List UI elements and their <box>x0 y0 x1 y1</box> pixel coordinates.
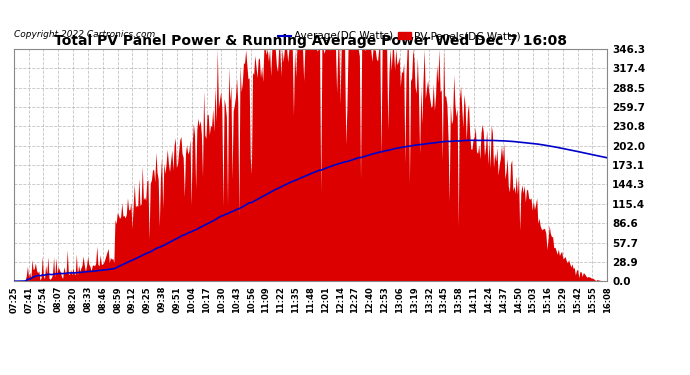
Text: Copyright 2022 Cartronics.com: Copyright 2022 Cartronics.com <box>14 30 155 39</box>
Legend: Average(DC Watts), PV Panels(DC Watts): Average(DC Watts), PV Panels(DC Watts) <box>274 27 525 45</box>
Title: Total PV Panel Power & Running Average Power Wed Dec 7 16:08: Total PV Panel Power & Running Average P… <box>54 34 567 48</box>
